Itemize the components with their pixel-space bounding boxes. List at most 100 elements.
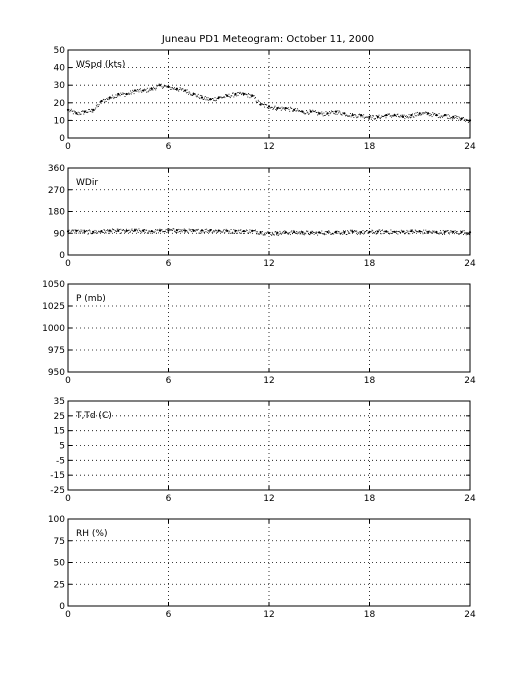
trace-dot xyxy=(188,91,190,93)
trace-dot xyxy=(365,116,367,118)
trace-dot xyxy=(167,85,169,87)
trace-dot xyxy=(167,231,169,233)
trace-dot xyxy=(347,230,349,232)
trace-dot xyxy=(449,233,450,235)
trace-dot xyxy=(349,232,351,234)
trace-dot xyxy=(435,230,437,232)
trace-dot xyxy=(329,231,330,233)
trace-dot xyxy=(425,111,427,113)
trace-dot xyxy=(416,115,418,117)
trace-dot xyxy=(181,89,182,91)
trace-dot xyxy=(132,89,134,91)
trace-dot xyxy=(175,231,177,233)
trace-dot xyxy=(119,95,121,97)
trace-dot xyxy=(298,232,300,234)
figure-title: Juneau PD1 Meteogram: October 11, 2000 xyxy=(161,34,374,45)
trace-dot xyxy=(335,232,337,234)
trace-dot xyxy=(451,117,453,119)
y-tick-label: 270 xyxy=(48,186,65,196)
trace-dot xyxy=(174,230,175,232)
trace-dot xyxy=(284,230,286,232)
trace-dot xyxy=(396,231,398,232)
trace-dot xyxy=(392,115,394,117)
trace-dot xyxy=(317,114,319,116)
trace-dot xyxy=(157,229,159,231)
trace-dot xyxy=(83,113,85,115)
trace-dot xyxy=(295,232,297,234)
trace-dot xyxy=(205,231,207,233)
trace-dot xyxy=(324,230,326,232)
trace-dot xyxy=(104,101,106,103)
trace-dot xyxy=(94,108,96,110)
trace-dot xyxy=(241,232,242,234)
trace-dot xyxy=(355,115,357,117)
trace-dot xyxy=(171,230,173,231)
trace-dot xyxy=(300,111,302,113)
trace-dot xyxy=(346,114,348,116)
trace-dot xyxy=(209,98,211,100)
trace-dot xyxy=(86,230,88,231)
trace-dot xyxy=(432,112,434,114)
trace-dot xyxy=(238,93,240,94)
trace-dot xyxy=(142,229,144,230)
x-tick-label: 0 xyxy=(65,259,71,269)
trace-dot xyxy=(141,90,143,92)
trace-dot xyxy=(267,107,269,109)
trace-dot xyxy=(356,233,358,235)
trace-dot xyxy=(93,109,95,111)
data-point xyxy=(125,229,128,232)
trace-dot xyxy=(108,99,110,101)
y-tick-label: 25 xyxy=(54,412,65,422)
trace-dot xyxy=(313,111,315,113)
trace-dot xyxy=(82,110,84,112)
trace-dot xyxy=(159,228,161,230)
trace-dot xyxy=(192,229,194,231)
trace-dot xyxy=(419,230,420,232)
trace-dot xyxy=(456,115,457,117)
trace-dot xyxy=(87,111,89,113)
trace-dot xyxy=(465,234,467,236)
trace-dot xyxy=(177,89,179,91)
trace-dot xyxy=(391,232,393,234)
trace-dot xyxy=(116,97,118,98)
trace-dot xyxy=(77,113,78,115)
trace-dot xyxy=(312,231,314,233)
trace-dot xyxy=(72,113,74,115)
data-point xyxy=(184,229,187,232)
trace-dot xyxy=(326,231,328,232)
trace-dot xyxy=(403,230,405,232)
trace-dot xyxy=(392,231,394,233)
trace-dot xyxy=(371,116,373,118)
trace-dot xyxy=(112,228,114,230)
trace-dot xyxy=(324,114,326,116)
trace-dot xyxy=(460,118,462,120)
trace-dot xyxy=(100,101,102,103)
trace-dot xyxy=(176,231,178,233)
trace-dot xyxy=(257,231,259,233)
trace-dot xyxy=(452,232,454,234)
trace-dot xyxy=(323,112,325,114)
trace-dot xyxy=(232,92,234,94)
trace-dot xyxy=(401,114,403,116)
trace-dot xyxy=(364,231,366,233)
trace-dot xyxy=(460,232,462,234)
trace-dot xyxy=(414,229,416,231)
trace-dot xyxy=(314,110,316,112)
trace-dot xyxy=(181,231,183,233)
trace-dot xyxy=(114,232,115,234)
trace-dot xyxy=(345,234,347,236)
trace-dot xyxy=(384,114,386,116)
trace-dot xyxy=(463,230,465,232)
trace-dot xyxy=(287,233,289,235)
trace-dot xyxy=(214,230,216,232)
trace-dot xyxy=(348,232,350,234)
trace-dot xyxy=(219,230,221,232)
trace-dot xyxy=(396,115,397,117)
trace-dot xyxy=(415,230,417,232)
trace-dot xyxy=(296,108,298,110)
trace-dot xyxy=(139,229,141,231)
trace-dot xyxy=(261,233,263,235)
trace-dot xyxy=(377,117,379,119)
trace-dot xyxy=(444,114,446,116)
trace-dot xyxy=(219,96,221,98)
